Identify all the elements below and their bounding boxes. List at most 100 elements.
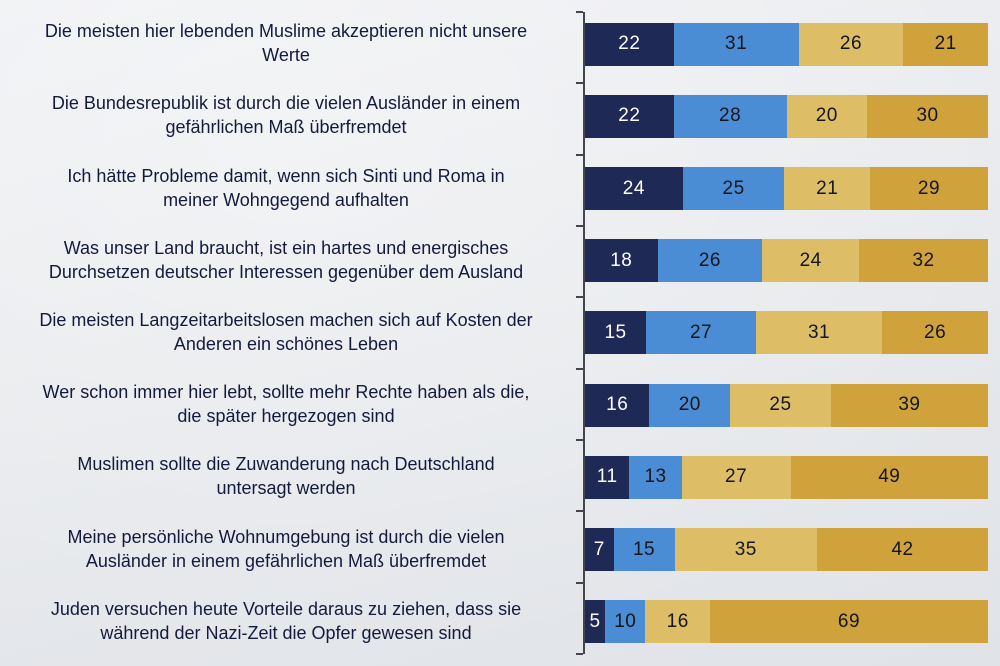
bar-area: 22 28 20 30 <box>585 94 988 138</box>
bar-segment-series-2: 10 <box>605 600 646 644</box>
axis-tick <box>576 82 583 85</box>
bar-segment-series-1: 24 <box>585 167 683 211</box>
value-label: 27 <box>725 466 748 488</box>
category-label: Muslimen sollte die Zuwanderung nach Deu… <box>77 454 495 499</box>
axis-tick <box>576 224 583 227</box>
value-label: 30 <box>916 105 939 127</box>
stacked-bar: 11 13 27 49 <box>585 455 988 499</box>
bar-segment-series-1: 18 <box>585 239 658 283</box>
chart-row: Wer schon immer hier lebt, sollte mehr R… <box>0 369 1000 441</box>
bar-segment-series-3: 24 <box>762 239 860 283</box>
axis-tick <box>576 367 583 370</box>
bar-segment-series-1: 22 <box>585 22 674 66</box>
category-label: Ich hätte Probleme damit, wenn sich Sint… <box>67 165 505 210</box>
stacked-bar: 22 28 20 30 <box>585 94 988 138</box>
bar-segment-series-1: 11 <box>585 455 630 499</box>
bar-segment-series-4: 42 <box>817 528 988 572</box>
value-label: 18 <box>610 249 633 271</box>
stacked-bar: 5 10 16 69 <box>585 600 988 644</box>
axis-tick <box>576 296 583 299</box>
bar-segment-series-3: 35 <box>674 528 818 572</box>
category-label: Wer schon immer hier lebt, sollte mehr R… <box>42 382 530 427</box>
chart-row: Juden versuchen heute Vorteile daraus zu… <box>0 586 1000 658</box>
bar-area: 7 15 35 42 <box>585 528 988 572</box>
stacked-bar: 16 20 25 39 <box>585 383 988 427</box>
bar-segment-series-4: 39 <box>830 383 988 427</box>
bar-segment-series-2: 26 <box>657 239 763 283</box>
value-label: 13 <box>644 466 667 488</box>
stacked-bar: 24 25 21 29 <box>585 167 988 211</box>
value-label: 25 <box>769 394 792 416</box>
stacked-bar: 15 27 31 26 <box>585 311 988 355</box>
bar-segment-series-3: 21 <box>784 167 870 211</box>
value-label: 27 <box>689 321 713 343</box>
value-label: 42 <box>891 538 914 560</box>
bar-segment-series-2: 20 <box>649 383 731 427</box>
category-label: Die Bundesrepublik ist durch die vielen … <box>51 93 521 138</box>
bar-segment-series-1: 5 <box>585 600 606 644</box>
category-label: Meine persönliche Wohnumgebung ist durch… <box>67 526 505 571</box>
bar-segment-series-2: 27 <box>646 311 756 355</box>
value-label: 5 <box>589 610 601 632</box>
value-label: 24 <box>799 249 822 271</box>
value-label: 22 <box>618 105 641 127</box>
bar-segment-series-4: 30 <box>867 94 988 138</box>
value-label: 29 <box>917 177 941 199</box>
bar-segment-series-1: 16 <box>585 383 650 427</box>
chart-row: Meine persönliche Wohnumgebung ist durch… <box>0 514 1000 586</box>
axis-tick <box>576 438 583 441</box>
value-label: 31 <box>725 33 748 55</box>
bar-segment-series-3: 25 <box>730 383 831 427</box>
value-label: 22 <box>618 33 641 55</box>
bar-segment-series-4: 69 <box>709 600 988 644</box>
stacked-bar: 22 31 26 21 <box>585 22 988 66</box>
bar-segment-series-3: 27 <box>681 455 791 499</box>
axis-tick <box>576 510 583 513</box>
bar-segment-series-4: 26 <box>882 311 988 355</box>
bar-segment-series-4: 21 <box>903 22 988 66</box>
chart-rows: Die meisten hier lebenden Muslime akzept… <box>0 8 1000 658</box>
stacked-bar: 18 26 24 32 <box>585 239 988 283</box>
bar-segment-series-3: 31 <box>755 311 883 355</box>
value-label: 11 <box>596 466 618 488</box>
axis-tick <box>576 653 583 655</box>
bar-segment-series-1: 22 <box>585 94 674 138</box>
value-label: 20 <box>815 105 838 127</box>
bar-segment-series-4: 49 <box>790 455 988 499</box>
bar-segment-series-3: 16 <box>645 600 710 644</box>
axis-tick <box>576 11 583 13</box>
value-label: 15 <box>632 538 656 560</box>
category-label: Was unser Land braucht, ist ein hartes u… <box>48 237 524 282</box>
chart-row: Die meisten Langzeitarbeitslosen machen … <box>0 297 1000 369</box>
y-axis-line <box>576 11 585 655</box>
bar-area: 18 26 24 32 <box>585 239 988 283</box>
bar-area: 22 31 26 21 <box>585 22 988 66</box>
value-label: 26 <box>924 321 947 343</box>
chart-row: Die Bundesrepublik ist durch die vielen … <box>0 80 1000 152</box>
bar-segment-series-1: 7 <box>585 528 614 572</box>
value-label: 20 <box>678 394 701 416</box>
value-label: 16 <box>666 610 689 632</box>
value-label: 21 <box>816 177 839 199</box>
chart-row: Die meisten hier lebenden Muslime akzept… <box>0 8 1000 80</box>
stacked-bar: 7 15 35 42 <box>585 528 988 572</box>
axis-tick <box>576 581 583 584</box>
bar-area: 15 27 31 26 <box>585 311 988 355</box>
value-label: 32 <box>912 249 935 271</box>
bar-segment-series-3: 26 <box>798 22 904 66</box>
axis-tick <box>576 153 583 156</box>
value-label: 28 <box>719 105 742 127</box>
value-label: 35 <box>734 538 757 560</box>
value-label: 26 <box>698 249 721 271</box>
value-label: 16 <box>606 394 629 416</box>
chart-row: Was unser Land braucht, ist ein hartes u… <box>0 225 1000 297</box>
category-label: Juden versuchen heute Vorteile daraus zu… <box>50 598 522 643</box>
value-label: 26 <box>839 33 863 55</box>
value-label: 7 <box>593 538 605 560</box>
bar-area: 5 10 16 69 <box>585 600 988 644</box>
bar-segment-series-2: 15 <box>613 528 675 572</box>
bar-segment-series-4: 29 <box>869 167 988 211</box>
value-label: 31 <box>807 321 831 343</box>
